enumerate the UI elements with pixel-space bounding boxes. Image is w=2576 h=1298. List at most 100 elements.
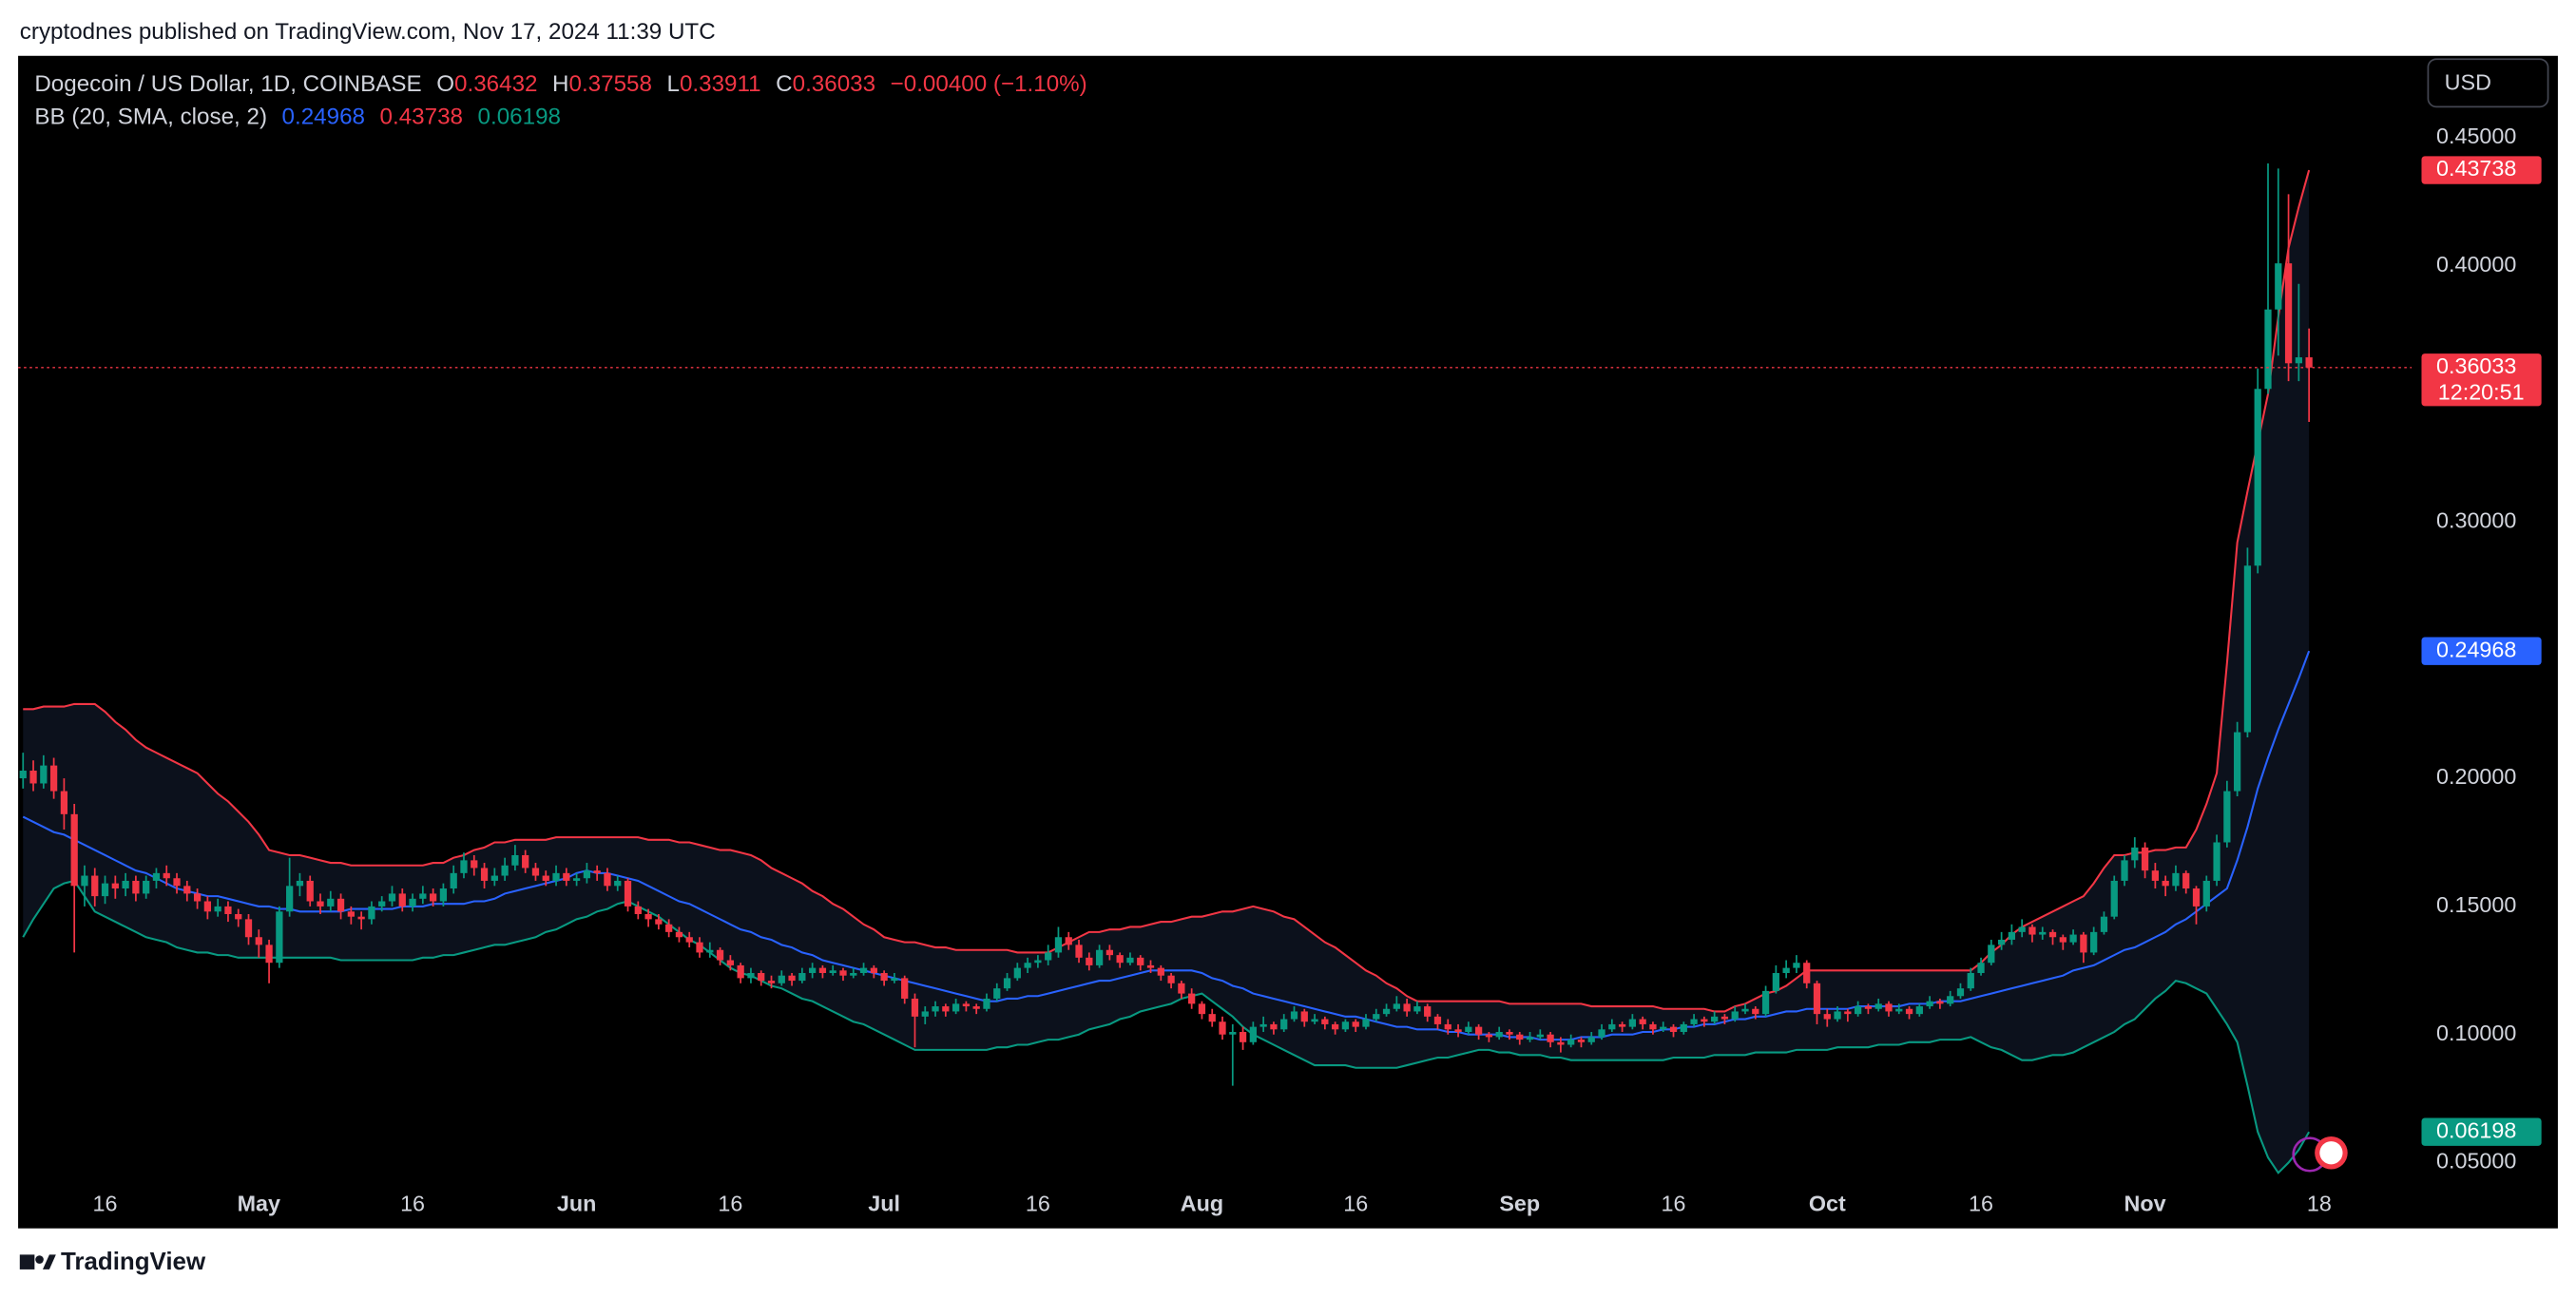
brand-name: TradingView <box>61 1249 206 1275</box>
candle-body <box>1741 1008 1749 1012</box>
candle-body <box>859 967 868 974</box>
candle-body <box>460 860 468 873</box>
candle-body <box>788 975 796 982</box>
candle-body <box>111 883 119 889</box>
candle-body <box>2172 872 2180 887</box>
candle-body <box>1146 964 1155 968</box>
candle-body <box>2295 357 2302 364</box>
candle-body <box>143 880 150 894</box>
candle-body <box>1936 1001 1944 1004</box>
candle-body <box>471 860 478 869</box>
candle-body <box>1761 990 1770 1015</box>
candle-body <box>2264 309 2272 390</box>
candle-body <box>224 906 232 914</box>
candle-body <box>655 919 663 925</box>
candle-body <box>870 967 877 974</box>
upper-tag-label: 0.43738 <box>2436 156 2516 181</box>
y-tick-label: 0.40000 <box>2436 252 2516 277</box>
currency-label[interactable]: USD <box>2445 69 2491 94</box>
candle-body <box>1915 1006 1923 1015</box>
x-tick-label: 16 <box>400 1192 425 1216</box>
candle-body <box>193 893 202 902</box>
x-tick-label: Oct <box>1809 1192 1846 1216</box>
candle-body <box>1669 1026 1678 1033</box>
candle-body <box>1598 1029 1605 1038</box>
candle-body <box>1618 1023 1626 1027</box>
countdown-label: 12:20:51 <box>2438 380 2525 405</box>
candle-body <box>1895 1008 1903 1012</box>
candle-body <box>1649 1023 1657 1030</box>
candle-body <box>1803 963 1811 983</box>
symbol-title: Dogecoin / US Dollar, 1D, COINBASE <box>34 71 421 97</box>
candle-body <box>1259 1023 1267 1027</box>
candle-body <box>2275 263 2282 310</box>
candle-body <box>122 880 129 889</box>
candle-body <box>1639 1019 1646 1024</box>
close-value: 0.36033 <box>793 71 875 97</box>
currency-button[interactable] <box>2427 58 2549 108</box>
candle-body <box>1885 1003 1893 1012</box>
candle-body <box>19 771 27 779</box>
candle-body <box>1178 983 1185 994</box>
candle-body <box>1065 937 1072 945</box>
candle-body <box>1311 1019 1318 1022</box>
candle-body <box>1424 1006 1432 1017</box>
candle-body <box>809 967 817 974</box>
candle-body <box>1382 1008 1391 1015</box>
candle-body <box>2121 860 2128 881</box>
candle-body <box>132 880 140 894</box>
candle-body <box>2100 916 2108 932</box>
candle-body <box>1321 1019 1329 1024</box>
candle-body <box>1864 1006 1873 1009</box>
candle-body <box>1341 1021 1350 1030</box>
candle-body <box>942 1006 950 1012</box>
candle-body <box>1855 1006 1862 1015</box>
candle-body <box>1905 1008 1913 1015</box>
candle-body <box>2008 931 2016 940</box>
candle-body <box>2213 842 2220 881</box>
candle-body <box>2069 934 2077 943</box>
candle-body <box>1362 1019 1370 1027</box>
candle-body <box>1003 978 1011 989</box>
candle-body <box>40 765 48 784</box>
candle-body <box>1208 1014 1216 1022</box>
x-tick-label: 16 <box>1343 1192 1368 1216</box>
candle-body <box>2182 872 2190 889</box>
candle-body <box>1126 957 1134 964</box>
lower-tag-label: 0.06198 <box>2436 1117 2516 1142</box>
band-fill <box>23 170 2310 1174</box>
candle-body <box>1680 1023 1687 1033</box>
candle-body <box>1557 1041 1565 1045</box>
candle-body <box>317 901 324 907</box>
open-label: O <box>436 71 454 97</box>
candle-body <box>480 868 489 881</box>
candle-body <box>1352 1021 1359 1027</box>
candle-body <box>347 911 355 917</box>
candle-body <box>634 906 642 914</box>
x-tick-label: Aug <box>1181 1192 1223 1216</box>
candle-body <box>2243 565 2252 733</box>
candle-body <box>2080 934 2087 953</box>
open-value: 0.36432 <box>454 71 537 97</box>
basis-tag-label: 0.24968 <box>2436 637 2516 661</box>
candle-body <box>983 998 990 1009</box>
upper-band-line <box>23 169 2311 1013</box>
candle-body <box>850 973 857 976</box>
candle-body <box>1967 973 1974 989</box>
change-value: −0.00400 (−1.10%) <box>891 71 1087 97</box>
candle-body <box>450 872 457 889</box>
candle-body <box>665 924 673 932</box>
candle-body <box>1413 1006 1421 1012</box>
candle-body <box>501 865 509 876</box>
candle-body <box>2223 791 2231 843</box>
candle-body <box>203 901 212 912</box>
candle-body <box>1547 1034 1554 1042</box>
candle-body <box>1116 955 1124 964</box>
y-tick-label: 0.15000 <box>2436 892 2516 917</box>
candle-body <box>2090 931 2098 953</box>
y-tick-label: 0.20000 <box>2436 764 2516 789</box>
candle-body <box>235 913 242 920</box>
candle-body <box>2305 357 2313 368</box>
candle-body <box>306 880 314 902</box>
